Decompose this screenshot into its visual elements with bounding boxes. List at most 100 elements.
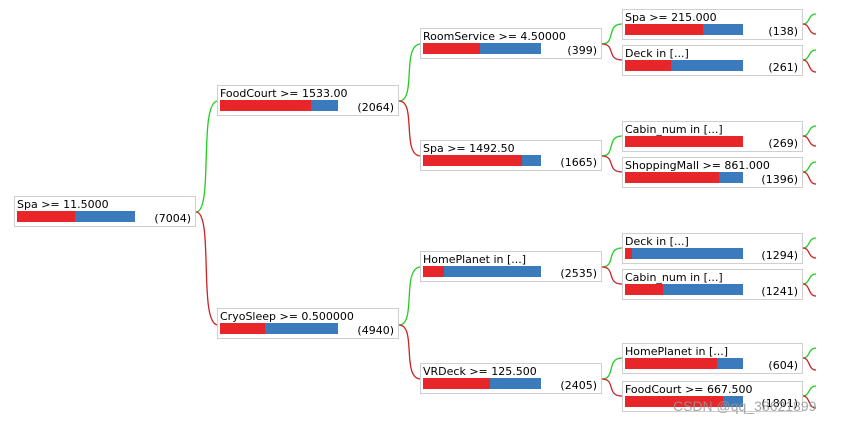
edge-cut-4a — [802, 161, 817, 173]
edge-roomservice-deck — [601, 43, 623, 61]
class-a-fill — [625, 358, 718, 369]
class-distribution-bar — [625, 248, 743, 259]
node-condition: Spa >= 215.000 — [625, 11, 717, 24]
node-condition: Deck in [...] — [625, 235, 689, 248]
class-distribution-bar — [625, 60, 743, 71]
class-a-fill — [423, 43, 480, 54]
edge-cut-6a — [802, 273, 817, 285]
node-count: (2535) — [560, 267, 597, 280]
edge-cut-6b — [802, 283, 817, 297]
tree-node-spa-1492[interactable]: Spa >= 1492.50 (1665) — [420, 140, 602, 171]
class-a-fill — [625, 60, 672, 71]
class-b-fill — [479, 43, 541, 54]
node-condition: CryoSleep >= 0.500000 — [220, 310, 354, 323]
class-distribution-bar — [625, 358, 743, 369]
tree-node-root[interactable]: Spa >= 11.5000 (7004) — [14, 196, 196, 227]
edge-roomservice-spa215 — [601, 23, 623, 45]
edge-cut-1b — [802, 23, 817, 35]
class-distribution-bar — [625, 172, 743, 183]
node-condition: FoodCourt >= 1533.00 — [220, 87, 348, 100]
class-b-fill — [662, 284, 743, 295]
edge-cut-8a — [802, 385, 817, 397]
class-a-fill — [625, 248, 633, 259]
node-condition: Deck in [...] — [625, 47, 689, 60]
node-condition: Spa >= 1492.50 — [423, 142, 515, 155]
node-count: (1801) — [761, 397, 798, 410]
edge-cut-3b — [802, 135, 817, 147]
class-b-fill — [632, 248, 743, 259]
edge-root-cryosleep — [195, 211, 219, 326]
edge-cut-7b — [802, 357, 817, 371]
class-a-fill — [220, 100, 311, 111]
edge-cut-4b — [802, 171, 817, 185]
class-a-fill — [625, 396, 723, 407]
tree-node-cabin-1[interactable]: Cabin_num in [...] (269) — [622, 121, 803, 152]
tree-node-deck-2[interactable]: Deck in [...] (1294) — [622, 233, 803, 264]
class-b-fill — [719, 172, 743, 183]
tree-node-vrdeck[interactable]: VRDeck >= 125.500 (2405) — [420, 363, 602, 394]
node-count: (2064) — [357, 101, 394, 114]
class-a-fill — [220, 323, 265, 334]
tree-node-deck-1[interactable]: Deck in [...] (261) — [622, 45, 803, 76]
node-condition: RoomService >= 4.50000 — [423, 30, 566, 43]
class-b-fill — [310, 100, 338, 111]
tree-node-spa-215[interactable]: Spa >= 215.000 (138) — [622, 9, 803, 40]
edge-vrdeck-foodcourt — [601, 378, 623, 397]
edge-cryosleep-vrdeck — [398, 324, 422, 380]
edge-cut-1a — [802, 13, 817, 25]
class-distribution-bar — [625, 24, 743, 35]
node-condition: Cabin_num in [...] — [625, 271, 723, 284]
node-count: (138) — [768, 25, 798, 38]
class-a-fill — [423, 155, 523, 166]
edge-root-foodcourt — [195, 100, 219, 213]
edge-cryosleep-homeplanet — [398, 266, 422, 326]
node-count: (1294) — [761, 249, 798, 262]
class-b-fill — [444, 266, 541, 277]
class-a-fill — [625, 284, 663, 295]
edge-vrdeck-homeplanet — [601, 357, 623, 380]
class-distribution-bar — [423, 266, 541, 277]
class-distribution-bar — [220, 100, 338, 111]
class-distribution-bar — [423, 155, 541, 166]
class-a-fill — [423, 266, 445, 277]
edge-spa-shopping — [601, 155, 623, 173]
node-count: (4940) — [357, 324, 394, 337]
class-b-fill — [722, 396, 743, 407]
class-distribution-bar — [423, 43, 541, 54]
edge-cut-5a — [802, 237, 817, 249]
edge-cut-2a — [802, 49, 817, 61]
tree-node-cabin-2[interactable]: Cabin_num in [...] (1241) — [622, 269, 803, 300]
node-condition: HomePlanet in [...] — [423, 253, 527, 266]
tree-node-roomservice[interactable]: RoomService >= 4.50000 (399) — [420, 28, 602, 59]
class-b-fill — [490, 378, 541, 389]
node-condition: VRDeck >= 125.500 — [423, 365, 537, 378]
edge-cut-5b — [802, 247, 817, 259]
class-distribution-bar — [220, 323, 338, 334]
tree-node-homeplanet[interactable]: HomePlanet in [...] (2535) — [420, 251, 602, 282]
edge-homeplanet-cabin — [601, 266, 623, 285]
tree-node-homeplanet-2[interactable]: HomePlanet in [...] (604) — [622, 343, 803, 374]
node-condition: FoodCourt >= 667.500 — [625, 383, 753, 396]
node-count: (1241) — [761, 285, 798, 298]
class-distribution-bar — [17, 211, 135, 222]
class-distribution-bar — [625, 136, 743, 147]
class-distribution-bar — [625, 396, 743, 407]
node-condition: Spa >= 11.5000 — [17, 198, 109, 211]
watermark: CSDN @qq_38621899 — [673, 398, 817, 414]
edge-cut-3a — [802, 125, 817, 137]
class-b-fill — [264, 323, 338, 334]
tree-node-foodcourt-2[interactable]: FoodCourt >= 667.500 (1801) — [622, 381, 803, 412]
node-count: (399) — [567, 44, 597, 57]
class-distribution-bar — [423, 378, 541, 389]
node-count: (269) — [768, 137, 798, 150]
class-a-fill — [625, 136, 743, 147]
tree-node-shoppingmall[interactable]: ShoppingMall >= 861.000 (1396) — [622, 157, 803, 188]
edge-homeplanet-deck — [601, 247, 623, 268]
tree-node-foodcourt[interactable]: FoodCourt >= 1533.00 (2064) — [217, 85, 399, 116]
class-b-fill — [522, 155, 541, 166]
node-count: (261) — [768, 61, 798, 74]
tree-node-cryosleep[interactable]: CryoSleep >= 0.500000 (4940) — [217, 308, 399, 339]
node-condition: Cabin_num in [...] — [625, 123, 723, 136]
node-condition: ShoppingMall >= 861.000 — [625, 159, 770, 172]
